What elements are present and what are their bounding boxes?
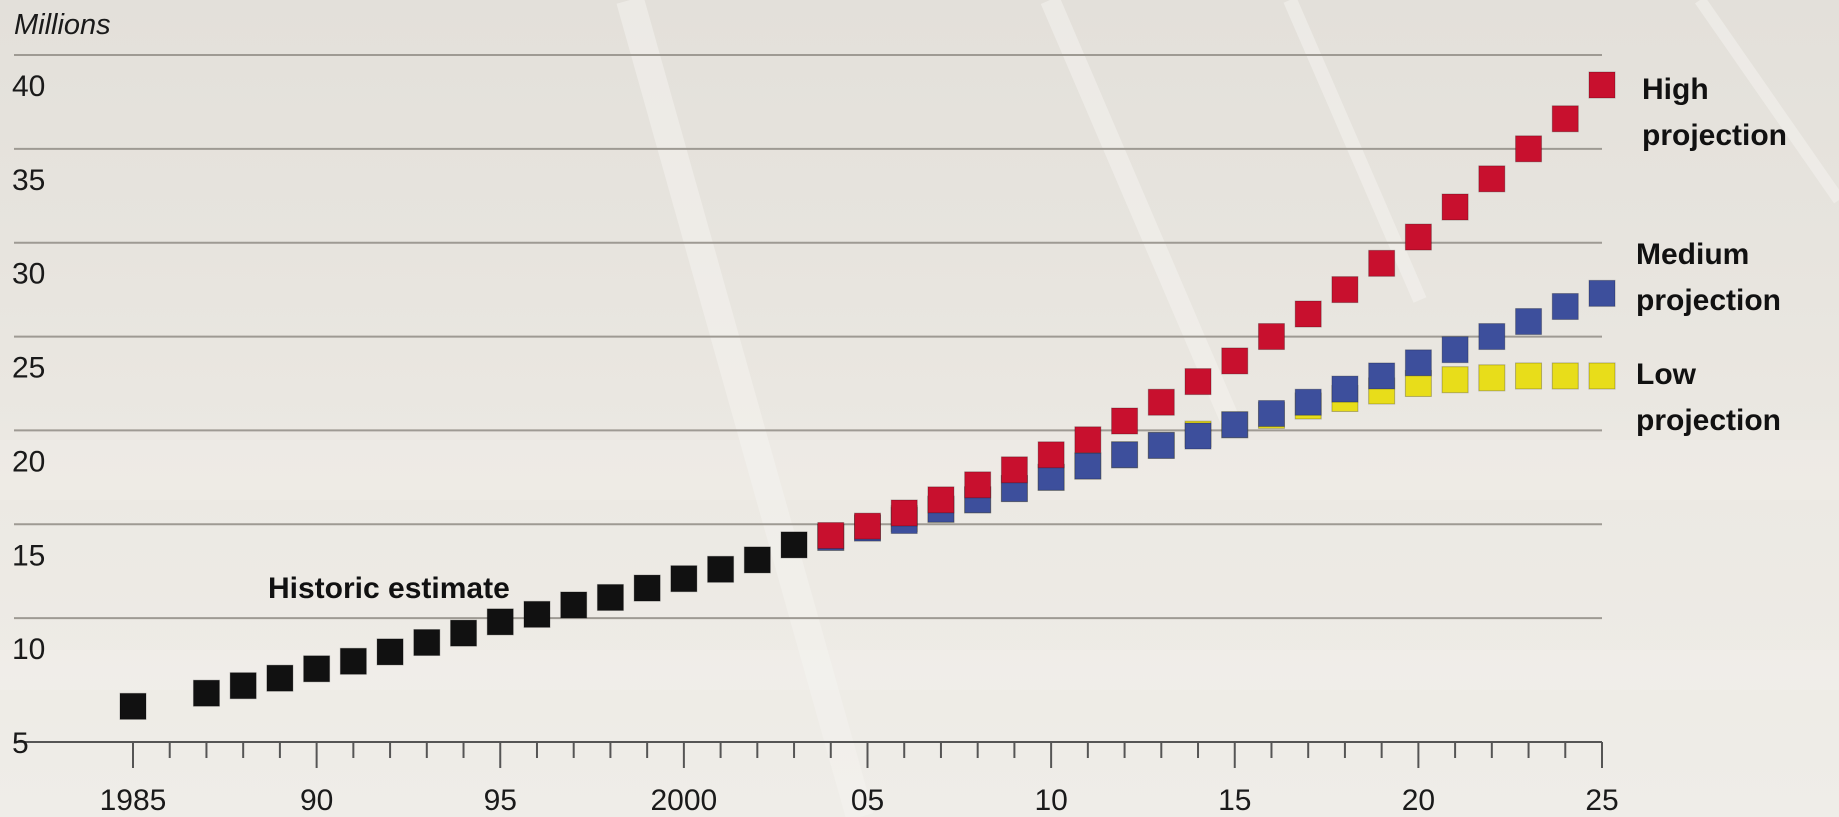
historic-estimate-point-1999 [633, 574, 661, 602]
high-projection-point-2022 [1478, 165, 1506, 193]
medium-projection-point-2023 [1515, 308, 1543, 336]
high-projection-label: High projection [1642, 73, 1787, 152]
historic-estimate-point-1989 [266, 664, 294, 692]
high-projection-point-2023 [1515, 135, 1543, 163]
x-tick-label-1985: 1985 [100, 784, 167, 817]
y-tick-label-5: 5 [12, 727, 29, 760]
medium-projection-point-2022 [1478, 323, 1506, 351]
x-axis: 1985 90 95 2000 05 10 15 20 25 [14, 741, 1619, 817]
historic-estimate-point-1995 [486, 608, 514, 636]
y-tick-label-10: 10 [12, 633, 45, 666]
x-tick-label-05: 05 [851, 784, 884, 817]
high-projection-point-2007 [927, 486, 955, 514]
x-tick-label-25: 25 [1585, 784, 1618, 817]
high-projection-point-2013 [1147, 388, 1175, 416]
historic-estimate-point-1988 [229, 672, 257, 700]
low-projection-point-2022 [1478, 364, 1506, 392]
medium-projection-point-2020 [1404, 349, 1432, 377]
high-projection-point-2015 [1221, 347, 1249, 375]
medium-projection-point-2017 [1294, 388, 1322, 416]
medium-projection-label-line2: projection [1636, 284, 1781, 317]
high-projection-point-2014 [1184, 368, 1212, 396]
medium-projection-point-2014 [1184, 422, 1212, 450]
high-projection-point-2025 [1588, 71, 1616, 99]
y-tick-label-25: 25 [12, 352, 45, 385]
high-projection-point-2021 [1441, 193, 1469, 221]
y-axis-labels: 5 10 15 20 25 30 35 40 [12, 70, 45, 760]
historic-estimate-point-2000 [670, 565, 698, 593]
y-tick-label-20: 20 [12, 445, 45, 478]
high-projection-point-2008 [964, 471, 992, 499]
high-projection-point-2017 [1294, 300, 1322, 328]
y-axis-unit-label: Millions [14, 9, 111, 41]
medium-projection-point-2021 [1441, 336, 1469, 364]
low-projection-point-2025 [1588, 362, 1616, 390]
x-tick-label-95: 95 [484, 784, 517, 817]
medium-projection-point-2012 [1111, 441, 1139, 469]
historic-estimate-point-1996 [523, 600, 551, 628]
medium-projection-label: Medium projection [1636, 238, 1781, 317]
low-projection-label-line2: projection [1636, 404, 1781, 437]
historic-estimate-point-1993 [413, 629, 441, 657]
high-projection-point-2024 [1551, 105, 1579, 133]
historic-estimate-point-1991 [339, 647, 367, 675]
high-projection-point-2009 [1000, 456, 1028, 484]
low-projection-point-2023 [1515, 362, 1543, 390]
high-projection-point-2012 [1111, 407, 1139, 435]
medium-projection-point-2015 [1221, 411, 1249, 439]
historic-estimate-point-1992 [376, 638, 404, 666]
y-tick-label-30: 30 [12, 258, 45, 291]
historic-estimate-point-1985 [119, 692, 147, 720]
medium-projection-point-2024 [1551, 293, 1579, 321]
x-tick-label-2000: 2000 [651, 784, 718, 817]
historic-estimate-point-2002 [743, 546, 771, 574]
historic-estimate-point-1987 [192, 679, 220, 707]
low-projection-label-line1: Low [1636, 358, 1697, 391]
medium-projection-point-2019 [1368, 362, 1396, 390]
high-projection-point-2005 [854, 512, 881, 540]
historic-estimate-point-1994 [450, 619, 478, 647]
data-markers [119, 71, 1616, 720]
historic-estimate-point-1997 [560, 591, 588, 619]
y-tick-label-35: 35 [12, 164, 45, 197]
high-projection-point-2006 [890, 499, 918, 527]
high-projection-point-2004 [817, 522, 845, 550]
high-projection-point-2018 [1331, 276, 1359, 304]
high-projection-label-line1: High [1642, 73, 1709, 106]
historic-estimate-point-1998 [596, 583, 624, 611]
low-projection-label: Low projection [1636, 358, 1781, 437]
high-projection-point-2010 [1037, 441, 1065, 469]
gridlines [14, 54, 1602, 620]
medium-projection-label-line1: Medium [1636, 238, 1749, 271]
high-projection-point-2011 [1074, 426, 1102, 454]
high-projection-point-2020 [1404, 223, 1432, 251]
medium-projection-point-2011 [1074, 452, 1102, 480]
low-projection-point-2024 [1551, 362, 1579, 390]
high-projection-point-2016 [1257, 323, 1285, 351]
historic-estimate-label: Historic estimate [268, 572, 510, 605]
historic-estimate-point-2001 [707, 555, 735, 583]
low-projection-point-2021 [1441, 366, 1469, 394]
high-projection-point-2019 [1368, 249, 1396, 277]
y-tick-label-15: 15 [12, 539, 45, 572]
medium-projection-point-2013 [1147, 431, 1175, 459]
high-projection-label-line2: projection [1642, 119, 1787, 152]
x-tick-label-20: 20 [1402, 784, 1435, 817]
historic-estimate-point-2003 [780, 531, 808, 559]
x-tick-label-90: 90 [300, 784, 333, 817]
medium-projection-point-2025 [1588, 279, 1616, 307]
medium-projection-point-2018 [1331, 375, 1359, 403]
x-tick-label-15: 15 [1218, 784, 1251, 817]
historic-estimate-point-1990 [303, 655, 331, 683]
y-tick-label-40: 40 [12, 70, 45, 103]
medium-projection-point-2010 [1037, 463, 1065, 491]
medium-projection-point-2016 [1257, 400, 1285, 427]
x-tick-label-10: 10 [1034, 784, 1067, 817]
